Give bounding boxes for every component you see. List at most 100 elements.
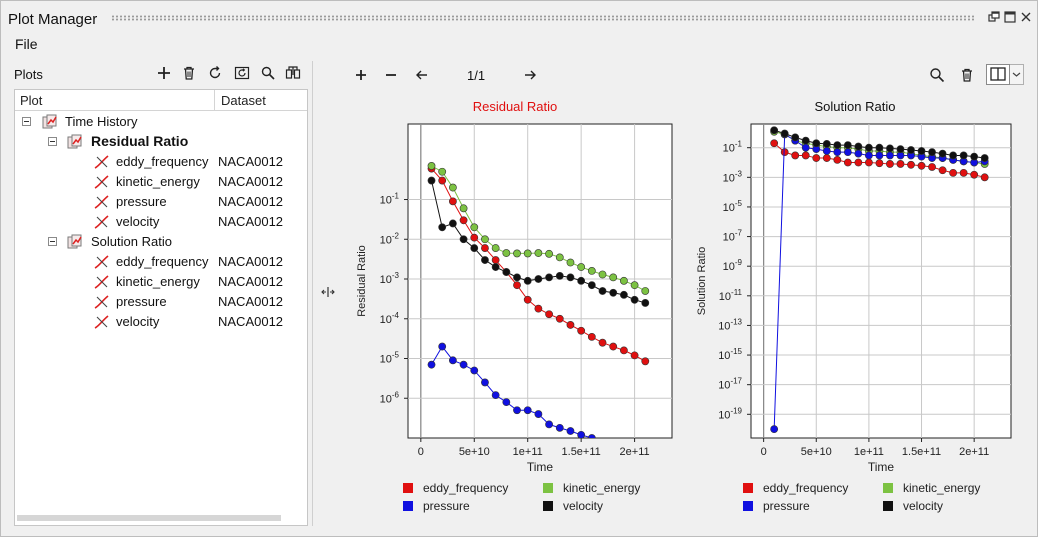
splitter-handle-icon[interactable]: [321, 286, 335, 298]
collapse-toggle[interactable]: [48, 137, 57, 146]
legend-label-eddy_frequency: eddy_frequency: [423, 481, 508, 495]
charts-area: Residual Ratio 0 5e+10 1e+11 1.5e+11 2e+11 10-…: [356, 99, 1012, 513]
data-point-pressure: [491, 391, 500, 400]
data-point-eddy_frequency: [641, 357, 650, 366]
data-point-eddy_frequency: [770, 139, 779, 148]
y-tick-label: 10-6: [380, 390, 400, 405]
y-tick-label: 10-5: [723, 199, 743, 214]
prev-page-icon[interactable]: [413, 66, 431, 84]
curve-icon: [94, 295, 109, 309]
legend-label-eddy_frequency: eddy_frequency: [763, 481, 848, 495]
data-point-pressure: [864, 151, 873, 160]
legend-swatch-velocity: [543, 501, 553, 511]
data-point-pressure: [833, 148, 842, 157]
data-point-velocity: [854, 142, 863, 151]
add-icon[interactable]: [156, 65, 172, 81]
x-tick-label: 1e+11: [513, 446, 543, 458]
compare-icon[interactable]: [285, 65, 301, 81]
zoom-icon[interactable]: [928, 66, 946, 84]
legend-swatch-pressure: [403, 501, 413, 511]
tree-row-curve[interactable]: velocity NACA0012: [15, 312, 307, 332]
data-point-velocity: [555, 271, 564, 280]
data-point-eddy_frequency: [577, 326, 586, 335]
data-point-pressure: [801, 143, 810, 152]
refresh-icon[interactable]: [207, 65, 223, 81]
menu-file[interactable]: File: [15, 36, 38, 52]
reload-all-icon[interactable]: [234, 65, 250, 81]
x-tick-label: 1.5e+11: [902, 446, 941, 458]
tree-row-curve[interactable]: kinetic_energy NACA0012: [15, 272, 307, 292]
layout-button[interactable]: [986, 64, 1010, 85]
data-point-pressure: [577, 430, 586, 438]
title-bar[interactable]: Plot Manager: [1, 1, 1037, 33]
plot-toolbar: 1/1: [346, 61, 1031, 89]
data-point-velocity: [959, 151, 968, 160]
data-point-velocity: [780, 129, 789, 138]
collapse-toggle[interactable]: [22, 117, 31, 126]
tree-row-curve[interactable]: velocity NACA0012: [15, 212, 307, 232]
x-tick-label: 5e+10: [801, 446, 832, 458]
legend-label-kinetic_energy: kinetic_energy: [563, 481, 640, 495]
x-tick-label: 5e+10: [459, 446, 490, 458]
plot-group-icon: [42, 114, 57, 129]
curve-icon: [94, 215, 109, 229]
add-plot-icon[interactable]: [352, 66, 370, 84]
data-point-pressure: [513, 406, 521, 415]
data-point-pressure: [555, 423, 564, 432]
data-point-pressure: [822, 147, 831, 155]
data-point-kinetic_energy: [598, 270, 607, 279]
tree-row-curve[interactable]: pressure NACA0012: [15, 292, 307, 312]
tree-row-time-history[interactable]: Time History: [15, 112, 307, 132]
restore-icon[interactable]: [988, 11, 1000, 23]
tree-label: Time History: [65, 114, 138, 129]
data-point-velocity: [427, 176, 436, 185]
y-tick-label: 10-2: [380, 231, 400, 246]
collapse-toggle[interactable]: [48, 237, 57, 246]
panel-splitter[interactable]: [312, 61, 313, 526]
x-tick-label: 2e+11: [620, 446, 650, 458]
data-point-velocity: [598, 287, 607, 295]
plot-group-icon: [67, 134, 82, 149]
tree-row-solution-ratio[interactable]: Solution Ratio: [15, 232, 307, 252]
data-point-velocity: [630, 295, 639, 304]
delete-plot-icon[interactable]: [958, 66, 976, 84]
drag-grip[interactable]: [111, 15, 976, 21]
trash-icon[interactable]: [181, 65, 197, 81]
tree-dataset: NACA0012: [218, 194, 284, 209]
data-point-eddy_frequency: [864, 158, 873, 167]
plot-tree[interactable]: Plot Dataset Time History Residual Ratio…: [14, 89, 308, 526]
data-point-kinetic_energy: [587, 266, 596, 275]
tree-label: eddy_frequency: [116, 254, 209, 269]
data-point-kinetic_energy: [641, 287, 650, 295]
layout-dropdown[interactable]: [1010, 64, 1024, 85]
tree-row-curve[interactable]: pressure NACA0012: [15, 192, 307, 212]
maximize-icon[interactable]: [1004, 11, 1016, 23]
search-icon[interactable]: [260, 65, 276, 81]
data-point-velocity: [801, 136, 810, 145]
tree-label: kinetic_energy: [116, 274, 200, 289]
column-dataset[interactable]: Dataset: [221, 93, 266, 108]
next-page-icon[interactable]: [521, 66, 539, 84]
y-tick-label: 10-1: [380, 192, 400, 207]
tree-row-residual-ratio[interactable]: Residual Ratio: [15, 132, 307, 152]
tree-dataset: NACA0012: [218, 254, 284, 269]
split-layout-icon: [990, 67, 1006, 81]
close-icon[interactable]: [1020, 11, 1032, 23]
series-group: [770, 126, 989, 434]
data-point-kinetic_energy: [481, 235, 489, 244]
legend-swatch-kinetic_energy: [883, 483, 893, 493]
y-tick-label: 10-17: [718, 377, 742, 392]
column-plot[interactable]: Plot: [20, 93, 43, 108]
tree-row-curve[interactable]: kinetic_energy NACA0012: [15, 172, 307, 192]
scrollbar-thumb[interactable]: [17, 515, 281, 521]
data-point-velocity: [917, 147, 926, 155]
data-point-velocity: [481, 256, 489, 264]
data-point-velocity: [896, 145, 905, 154]
horizontal-scrollbar[interactable]: [17, 513, 305, 523]
data-point-pressure: [770, 425, 779, 434]
tree-row-curve[interactable]: eddy_frequency NACA0012: [15, 152, 307, 172]
x-tick-label: 1e+11: [854, 446, 884, 458]
data-point-velocity: [502, 268, 511, 276]
tree-row-curve[interactable]: eddy_frequency NACA0012: [15, 252, 307, 272]
remove-plot-icon[interactable]: [382, 66, 400, 84]
